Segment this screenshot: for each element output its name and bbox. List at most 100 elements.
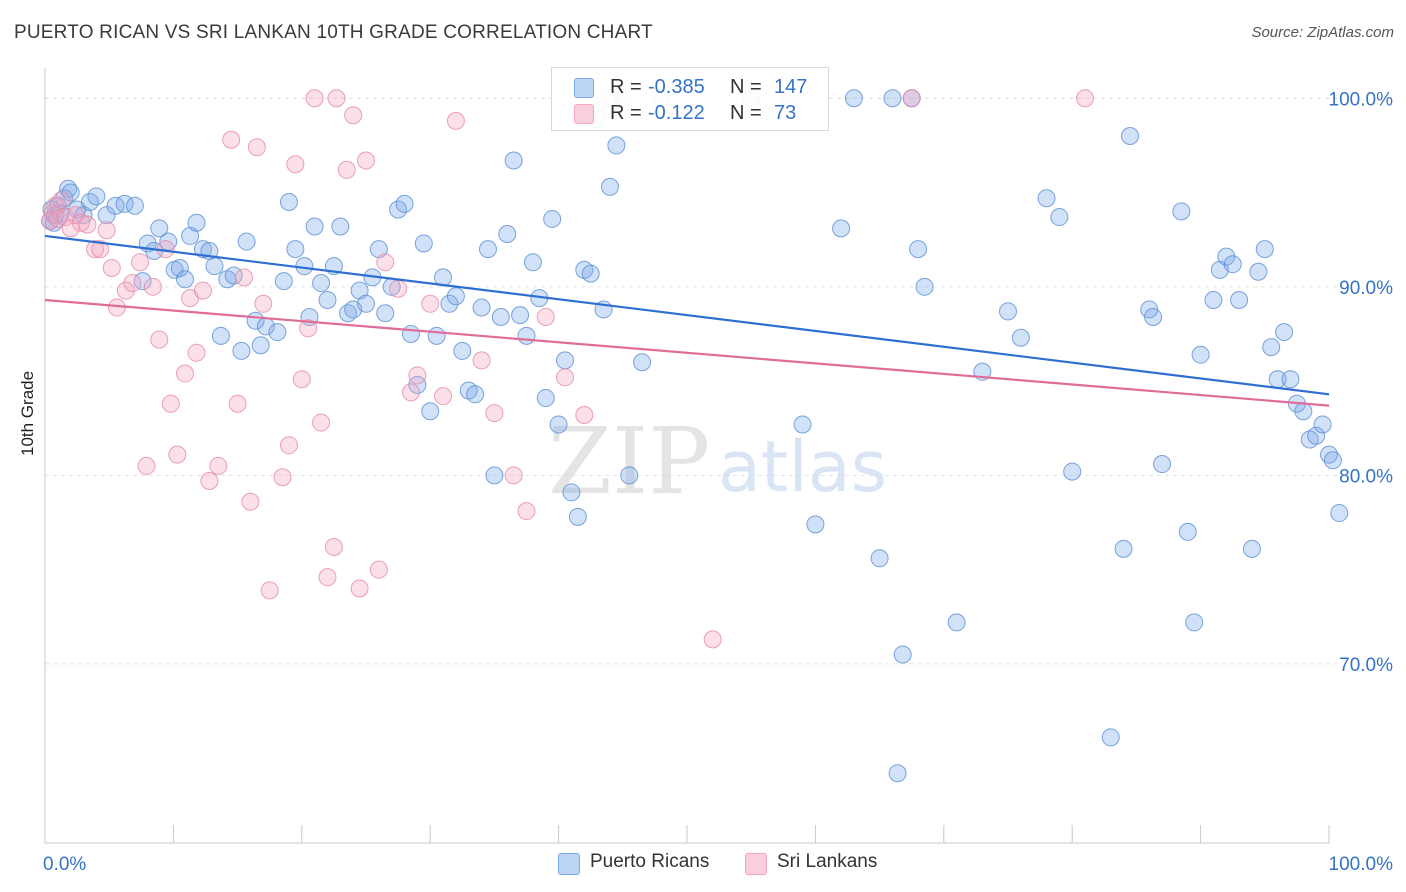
data-point — [52, 191, 71, 210]
data-point — [279, 192, 298, 211]
data-point — [175, 270, 194, 289]
data-point — [71, 213, 90, 232]
source-label: Source: ZipAtlas.com — [1251, 24, 1394, 41]
data-point — [137, 456, 156, 475]
data-point — [344, 106, 363, 125]
data-point — [106, 196, 125, 215]
data-point — [175, 364, 194, 383]
data-point — [143, 277, 162, 296]
data-point — [254, 294, 273, 313]
data-point — [312, 274, 331, 293]
data-point — [1172, 202, 1191, 221]
data-point — [1063, 462, 1082, 481]
data-point — [1185, 613, 1204, 632]
data-point — [357, 294, 375, 313]
data-point — [504, 466, 523, 485]
data-point — [318, 291, 337, 310]
x-tick-labels: 0.0% 100.0% — [43, 854, 1393, 875]
data-point — [222, 130, 241, 149]
data-point — [1178, 522, 1197, 541]
data-point — [350, 281, 369, 300]
data-point — [232, 341, 251, 360]
data-point — [581, 264, 600, 283]
data-point — [517, 326, 536, 345]
data-point — [568, 507, 587, 526]
bottom-legend-swatch-sri-lankans — [745, 853, 767, 875]
data-point — [48, 209, 67, 228]
data-point — [357, 151, 375, 170]
legend-r-label: R = — [610, 76, 642, 98]
data-point — [318, 568, 337, 587]
data-point — [562, 483, 581, 502]
trend-layer — [44, 234, 1330, 407]
data-point — [607, 136, 626, 155]
data-point — [1313, 415, 1332, 434]
axes — [44, 68, 1330, 844]
data-point — [999, 302, 1017, 321]
data-point — [893, 645, 912, 664]
data-point — [131, 253, 150, 272]
data-point — [350, 579, 369, 598]
data-point — [251, 336, 270, 355]
data-point — [376, 304, 395, 323]
data-point — [556, 351, 575, 370]
data-point — [1144, 307, 1163, 326]
data-point — [187, 343, 206, 362]
data-point — [620, 466, 639, 485]
bottom-legend-swatch-puerto-ricans — [558, 853, 580, 875]
data-point — [491, 307, 510, 326]
data-point — [1242, 539, 1261, 558]
data-point — [1191, 345, 1210, 364]
data-point — [434, 387, 453, 406]
data-point — [575, 406, 594, 425]
legend-r-label: R = — [610, 102, 642, 124]
legend-r-value: -0.122 — [648, 102, 705, 124]
data-point — [421, 402, 440, 421]
data-point — [91, 240, 110, 259]
data-point — [1037, 189, 1056, 208]
data-point — [268, 323, 287, 342]
legend-r-value: -0.385 — [648, 76, 705, 98]
data-point — [401, 383, 420, 402]
data-point — [102, 258, 121, 277]
y-tick-label: 70.0% — [1339, 655, 1393, 676]
data-point — [703, 630, 722, 649]
data-point — [408, 366, 427, 385]
y-axis-label: 10th Grade — [18, 370, 37, 456]
data-point — [1230, 291, 1249, 310]
data-point — [870, 549, 889, 568]
data-point — [286, 240, 305, 259]
data-point — [193, 281, 212, 300]
data-point — [498, 225, 517, 244]
data-point — [209, 456, 228, 475]
data-point — [123, 274, 142, 293]
data-point — [1204, 291, 1223, 310]
y-tick-label: 80.0% — [1339, 466, 1393, 487]
data-point — [1114, 539, 1133, 558]
data-point — [536, 307, 555, 326]
data-point — [536, 389, 555, 408]
data-point — [237, 232, 256, 251]
data-point — [78, 215, 97, 234]
data-point — [1294, 402, 1313, 421]
data-point — [274, 272, 293, 291]
y-tick-label: 100.0% — [1329, 89, 1394, 110]
data-point — [888, 764, 907, 783]
data-point — [324, 537, 343, 556]
data-point — [806, 515, 825, 534]
data-point — [305, 89, 324, 108]
data-point — [125, 196, 144, 215]
data-point — [1255, 240, 1274, 259]
data-point — [401, 324, 420, 343]
data-point — [453, 341, 472, 360]
data-point — [793, 415, 812, 434]
data-point — [1101, 728, 1120, 747]
data-point — [543, 209, 562, 228]
y-tick-labels: 70.0% 80.0% 90.0% 100.0% — [1329, 89, 1394, 676]
data-point — [327, 89, 346, 108]
data-point — [902, 89, 921, 108]
data-point — [1275, 323, 1294, 342]
data-point — [472, 298, 491, 317]
data-point — [286, 155, 305, 174]
data-point — [1307, 426, 1326, 445]
